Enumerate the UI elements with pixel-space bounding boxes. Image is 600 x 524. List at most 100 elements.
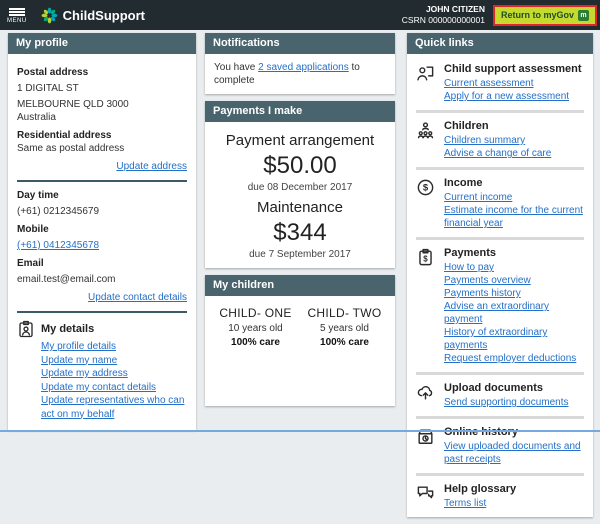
- postal-address-line2: MELBOURNE QLD 3000: [17, 99, 129, 110]
- notification-text-pre: You have: [214, 62, 259, 73]
- section-divider: [416, 416, 584, 419]
- update-my-address-link[interactable]: Update my address: [41, 368, 128, 379]
- payments-history-link[interactable]: Payments history: [444, 288, 521, 299]
- payment-item: Maintenance $344 due 7 September 2017: [211, 199, 389, 260]
- mobile-label: Mobile: [17, 224, 49, 235]
- payment-amount: $344: [273, 219, 327, 246]
- brand: ChildSupport: [41, 7, 145, 24]
- residential-address-label: Residential address: [17, 130, 112, 141]
- my-profile-details-link[interactable]: My profile details: [41, 341, 117, 352]
- menu-label: MENU: [7, 17, 27, 24]
- quick-links-panel: Quick links Child support assessment Cur…: [407, 33, 593, 517]
- svg-text:$: $: [423, 183, 429, 194]
- child-care-percentage: 100% care: [320, 337, 369, 348]
- notifications-panel: Notifications You have 2 saved applicati…: [205, 33, 395, 94]
- terms-list-link[interactable]: Terms list: [444, 498, 487, 509]
- update-contact-details-link[interactable]: Update contact details: [88, 292, 187, 303]
- section-title: Income: [444, 177, 483, 189]
- view-uploaded-documents-link[interactable]: View uploaded documents and past receipt…: [444, 441, 581, 465]
- section-divider: [416, 110, 584, 113]
- residential-address-value: Same as postal address: [17, 143, 125, 154]
- child-age: 5 years old: [320, 323, 369, 334]
- my-children-title: My children: [205, 275, 395, 296]
- payments-i-make-title: Payments I make: [205, 101, 395, 122]
- update-representatives-link[interactable]: Update representatives who can act on my…: [41, 395, 185, 420]
- quicklink-section-upload: Upload documents Send supporting documen…: [416, 379, 584, 412]
- svg-text:$: $: [423, 254, 428, 263]
- quicklink-section-help-glossary: Help glossary Terms list: [416, 480, 584, 513]
- quicklink-section-income: $ Income Current income Estimate income …: [416, 174, 584, 233]
- children-icon: [417, 122, 434, 139]
- section-divider: [416, 473, 584, 476]
- email-value: email.test@email.com: [17, 274, 116, 285]
- update-address-link[interactable]: Update address: [116, 161, 187, 172]
- advise-extraordinary-payment-link[interactable]: Advise an extraordinary payment: [444, 301, 550, 325]
- profile-divider: [17, 180, 187, 182]
- user-csrn: CSRN 000000000001: [401, 15, 485, 25]
- notifications-message: You have 2 saved applications to complet…: [205, 54, 395, 94]
- section-divider: [416, 237, 584, 240]
- profile-divider: [17, 311, 187, 313]
- top-header-bar: MENU ChildSupport JOHN CITIZEN CSRN 0000…: [0, 0, 600, 30]
- how-to-pay-link[interactable]: How to pay: [444, 262, 495, 273]
- my-children-panel: My children CHILD- ONE 10 years old 100%…: [205, 275, 395, 406]
- payments-overview-link[interactable]: Payments overview: [444, 275, 531, 286]
- update-my-contact-details-link[interactable]: Update my contact details: [41, 381, 157, 393]
- quicklink-section-children: Children Children summary Advise a chang…: [416, 117, 584, 163]
- id-clipboard-icon: [19, 320, 33, 338]
- payment-name: Maintenance: [257, 199, 343, 216]
- mobile-value-link[interactable]: (+61) 0412345678: [17, 240, 100, 251]
- estimate-income-link[interactable]: Estimate income for the current financia…: [444, 205, 583, 229]
- income-icon: $: [417, 179, 434, 196]
- footer-accent-line: [0, 430, 600, 432]
- notification-text-post: to complete: [214, 62, 360, 86]
- my-profile-title: My profile: [8, 33, 196, 54]
- child-name: CHILD- TWO: [307, 306, 382, 320]
- update-my-name-link[interactable]: Update my name: [41, 354, 118, 366]
- email-label: Email: [17, 258, 44, 269]
- section-divider: [416, 372, 584, 375]
- apply-new-assessment-link[interactable]: Apply for a new assessment: [444, 91, 570, 102]
- postal-address-line1: 1 DIGITAL ST: [17, 83, 79, 94]
- notifications-title: Notifications: [205, 33, 395, 54]
- return-to-mygov-label: Return to myGov: [500, 10, 574, 20]
- payment-due-date: due 7 September 2017: [249, 249, 351, 260]
- section-divider: [416, 167, 584, 170]
- quicklink-section-assessment: Child support assessment Current assessm…: [416, 60, 584, 106]
- user-block: JOHN CITIZEN CSRN 000000000001: [402, 4, 485, 26]
- section-title: Child support assessment: [444, 63, 582, 75]
- my-details-title: My details: [41, 322, 95, 335]
- user-name: JOHN CITIZEN: [425, 3, 485, 14]
- request-employer-deductions-link[interactable]: Request employer deductions: [444, 353, 577, 364]
- daytime-value: (+61) 0212345679: [17, 206, 100, 217]
- childsupport-logo-icon: [41, 7, 58, 23]
- section-title: Children: [444, 120, 489, 132]
- menu-button[interactable]: MENU: [7, 7, 27, 24]
- quick-links-title: Quick links: [407, 33, 593, 54]
- saved-applications-link[interactable]: 2 saved applications: [258, 62, 349, 73]
- child-name: CHILD- ONE: [219, 306, 292, 320]
- payment-amount: $50.00: [263, 152, 337, 179]
- current-assessment-link[interactable]: Current assessment: [444, 78, 534, 89]
- advise-change-of-care-link[interactable]: Advise a change of care: [444, 148, 552, 159]
- child-card: CHILD- ONE 10 years old 100% care: [211, 306, 300, 348]
- daytime-label: Day time: [17, 190, 59, 201]
- section-title: Help glossary: [444, 483, 517, 495]
- send-supporting-documents-link[interactable]: Send supporting documents: [444, 397, 569, 408]
- current-income-link[interactable]: Current income: [444, 192, 513, 203]
- history-extraordinary-payments-link[interactable]: History of extraordinary payments: [444, 327, 548, 351]
- assessment-icon: [417, 66, 434, 81]
- payment-name: Payment arrangement: [225, 132, 375, 149]
- postal-address-label: Postal address: [17, 67, 89, 78]
- brand-name: ChildSupport: [62, 7, 145, 23]
- mygov-icon: m: [578, 9, 589, 21]
- payment-due-date: due 08 December 2017: [247, 182, 353, 193]
- child-card: CHILD- TWO 5 years old 100% care: [300, 306, 389, 348]
- postal-address-line3: Australia: [17, 112, 56, 123]
- children-summary-link[interactable]: Children summary: [444, 135, 526, 146]
- return-to-mygov-button[interactable]: Return to myGov m: [492, 4, 597, 26]
- payments-i-make-panel: Payments I make Payment arrangement $50.…: [205, 101, 395, 268]
- hamburger-icon: [8, 7, 25, 17]
- my-details-heading-row: My details: [17, 320, 187, 338]
- payment-item: Payment arrangement $50.00 due 08 Decemb…: [211, 132, 389, 193]
